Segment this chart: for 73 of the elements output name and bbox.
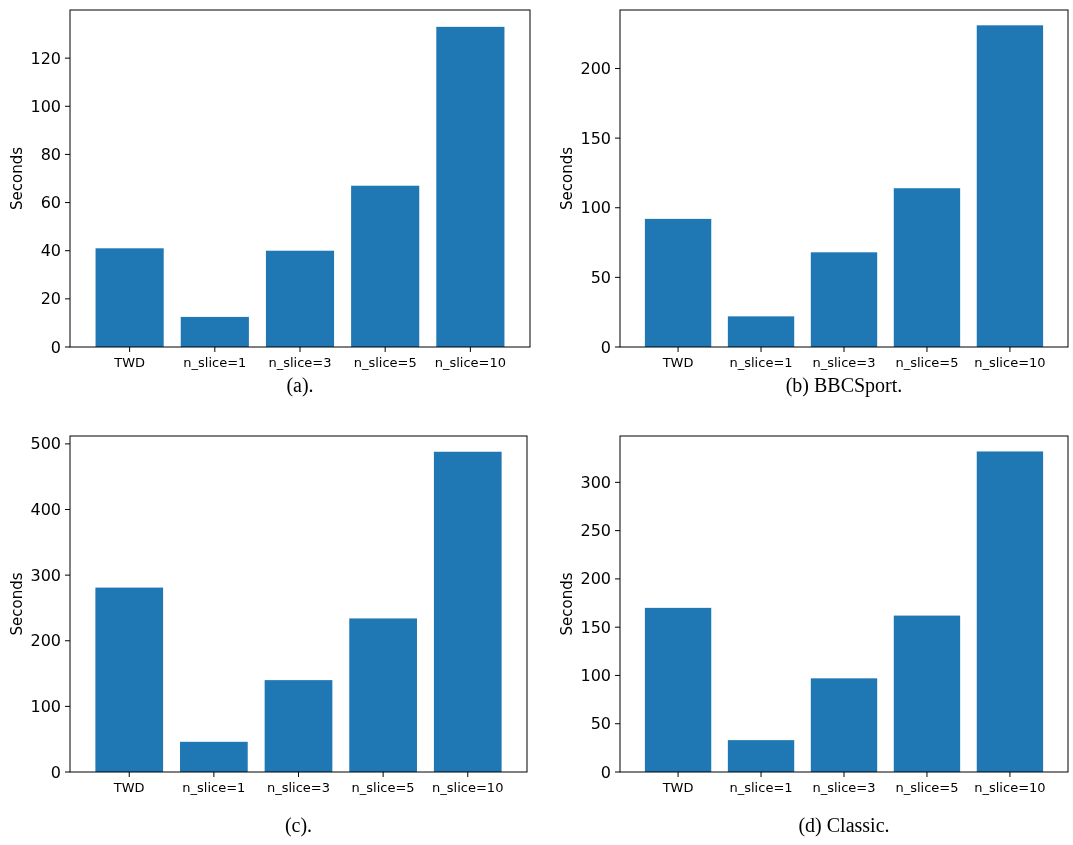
x-tick-label: TWD: [113, 355, 146, 370]
y-tick-label: 0: [600, 762, 611, 782]
y-tick-label: 200: [30, 631, 61, 651]
y-tick-label: 50: [590, 714, 611, 734]
x-tick-label: n_slice=1: [183, 355, 247, 370]
y-tick-label: 200: [580, 569, 611, 589]
x-tick-label: n_slice=3: [268, 355, 332, 370]
text: (d) Classic.: [798, 814, 890, 837]
bar: [976, 451, 1044, 772]
y-tick-label: 80: [40, 145, 61, 165]
x-tick-label: n_slice=1: [182, 780, 246, 795]
bar: [349, 618, 417, 772]
y-tick-label: 250: [580, 521, 611, 541]
y-tick-label: 100: [30, 96, 61, 116]
y-axis-title: Seconds: [8, 572, 26, 636]
x-tick-label: n_slice=10: [432, 780, 504, 795]
x-tick-label: n_slice=5: [895, 780, 959, 795]
y-axis-title: Seconds: [8, 146, 26, 211]
x-tick-label: n_slice=5: [353, 355, 417, 370]
y-axis-title: Seconds: [558, 146, 576, 211]
bar: [727, 316, 795, 347]
x-tick-label: n_slice=3: [812, 355, 876, 370]
x-tick-label: n_slice=10: [974, 780, 1046, 795]
y-tick-label: 100: [30, 696, 61, 716]
y-tick-label: 50: [590, 267, 611, 287]
y-tick-label: 20: [40, 289, 61, 309]
y-tick-label: 40: [40, 241, 61, 261]
bar: [644, 607, 712, 772]
bar: [265, 250, 335, 347]
bar: [810, 678, 878, 772]
y-tick-label: 0: [50, 762, 61, 782]
x-tick-label: n_slice=3: [812, 780, 876, 795]
x-tick-label: n_slice=3: [266, 780, 331, 795]
text: (b) BBCSport.: [785, 374, 903, 397]
y-tick-label: 300: [30, 565, 61, 585]
bar: [893, 615, 961, 772]
x-tick-label: n_slice=5: [895, 355, 959, 370]
y-tick-label: 120: [30, 48, 61, 68]
bar: [810, 252, 878, 347]
x-tick-label: n_slice=10: [434, 355, 507, 370]
y-tick-label: 200: [580, 59, 611, 79]
y-tick-label: 500: [30, 434, 61, 454]
y-tick-label: 0: [50, 337, 61, 357]
y-tick-label: 60: [40, 193, 61, 213]
y-tick-label: 150: [580, 128, 611, 148]
bar: [264, 680, 333, 772]
x-tick-label: n_slice=1: [729, 355, 793, 370]
x-tick-label: n_slice=1: [729, 780, 793, 795]
x-tick-label: TWD: [112, 780, 145, 795]
text: (c).: [284, 814, 313, 837]
y-tick-label: 300: [580, 472, 611, 492]
y-axis-title: Seconds: [558, 572, 576, 636]
bar: [180, 316, 249, 347]
x-tick-label: TWD: [661, 355, 694, 370]
y-tick-label: 400: [30, 500, 61, 520]
y-tick-label: 100: [580, 198, 611, 218]
bar: [976, 25, 1044, 347]
bar: [436, 26, 505, 347]
x-tick-label: n_slice=10: [974, 355, 1046, 370]
x-tick-label: TWD: [661, 780, 694, 795]
bar: [95, 248, 164, 347]
y-tick-label: 150: [580, 617, 611, 637]
bar: [893, 188, 961, 347]
x-tick-label: n_slice=5: [351, 780, 415, 795]
y-tick-label: 0: [600, 337, 611, 357]
bar: [727, 740, 795, 772]
bar: [644, 218, 712, 347]
bar: [433, 451, 502, 772]
bar: [95, 587, 164, 772]
text: (a).: [286, 374, 314, 397]
y-tick-label: 100: [580, 666, 611, 686]
bar: [351, 185, 420, 347]
bar: [180, 741, 248, 772]
